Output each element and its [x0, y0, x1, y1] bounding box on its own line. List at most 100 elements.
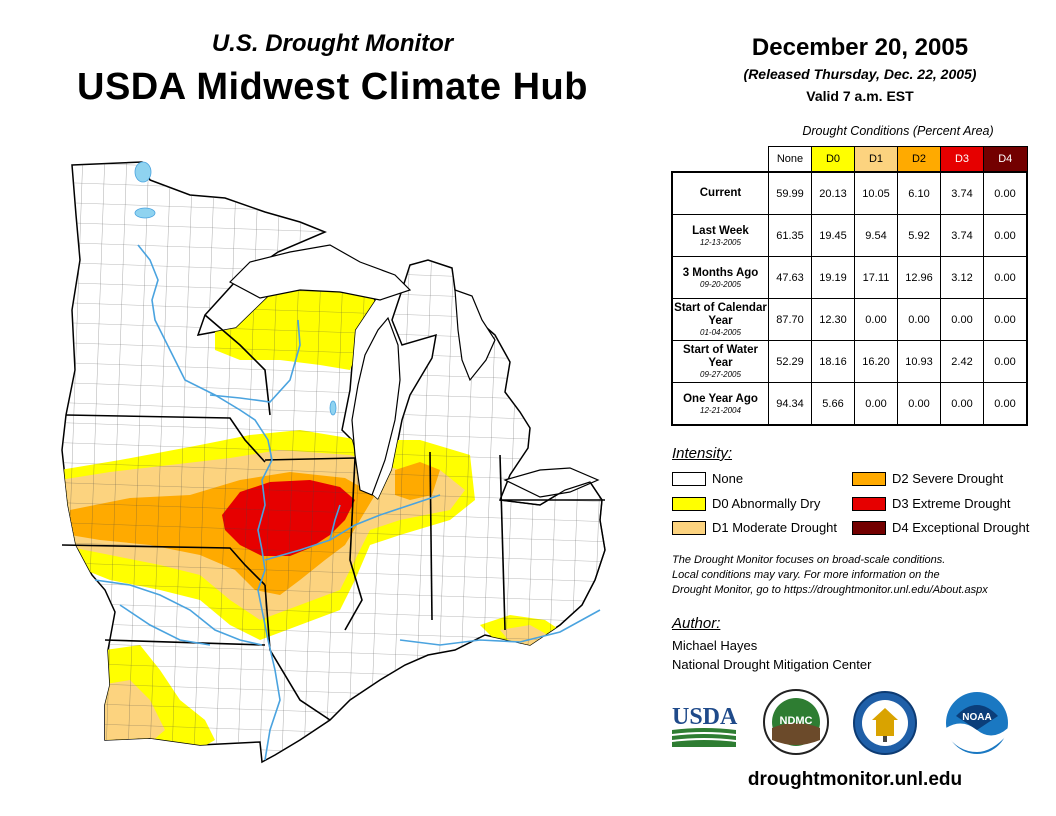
legend-swatch-none	[672, 471, 706, 486]
cell-d4: 0.00	[983, 298, 1028, 341]
cell-d0: 19.45	[811, 214, 855, 257]
legend-item-d2: D2 Severe Drought	[852, 471, 1003, 486]
lake-huron	[454, 289, 496, 382]
lake-of-the-woods	[134, 161, 152, 183]
cell-d0: 20.13	[811, 171, 855, 215]
cell-d1: 9.54	[854, 214, 898, 257]
row-label: Start of Water Year 09-27-2005	[671, 340, 769, 383]
legend-label-d0: D0 Abnormally Dry	[712, 496, 821, 511]
cell-none: 61.35	[768, 214, 812, 257]
info-note-line-1: The Drought Monitor focuses on broad-sca…	[672, 554, 946, 566]
map-subtitle: U.S. Drought Monitor	[211, 30, 454, 57]
cell-d1: 16.20	[854, 340, 898, 383]
row-date: 12-21-2004	[700, 405, 741, 415]
table-row: Start of Water Year 09-27-2005 52.29 18.16 1…	[671, 340, 1028, 383]
red-lake	[134, 207, 156, 219]
website-link[interactable]: droughtmonitor.unl.edu	[747, 769, 963, 790]
legend-item-d4: D4 Exceptional Drought	[852, 520, 1029, 535]
ndmc-logo: NDMC	[763, 689, 829, 755]
cell-d1: 17.11	[854, 256, 898, 299]
row-label-text: Current	[699, 187, 742, 199]
cell-d3: 2.42	[940, 340, 984, 383]
state-boundaries	[61, 314, 605, 721]
row-label: Start of Calendar Year 01-04-2005	[671, 298, 769, 341]
cell-none: 59.99	[768, 171, 812, 215]
legend-swatch-d2	[852, 471, 886, 486]
legend-label-d2: D2 Severe Drought	[892, 471, 1004, 486]
legend-swatch-d1	[672, 520, 706, 535]
cell-d2: 12.96	[897, 256, 941, 299]
author-name: Michael Hayes	[672, 638, 758, 653]
cell-d4: 0.00	[983, 340, 1028, 383]
cell-d3: 0.00	[940, 382, 984, 426]
col-header-d0: D0	[811, 146, 855, 173]
author-title: Author:	[672, 615, 721, 632]
legend-swatch-d0	[672, 496, 706, 511]
noaa-logo: NOAA	[946, 692, 1008, 754]
row-label: Last Week 12-13-2005	[671, 214, 769, 257]
cell-d1: 10.05	[854, 171, 898, 215]
row-label-text: Start of Calendar Year	[674, 302, 767, 327]
legend-item-d3: D3 Extreme Drought	[852, 496, 1011, 511]
col-header-d1: D1	[854, 146, 898, 173]
cell-d1: 0.00	[854, 298, 898, 341]
header-blank	[672, 147, 769, 173]
cell-d2: 0.00	[897, 298, 941, 341]
legend-label-d3: D3 Extreme Drought	[892, 496, 1011, 511]
cell-d3: 0.00	[940, 298, 984, 341]
row-label-text: 3 Months Ago	[682, 266, 759, 279]
cell-d3: 3.74	[940, 214, 984, 257]
noaa-logo-text: NOAA	[962, 712, 991, 723]
table-row: Start of Calendar Year 01-04-2005 87.70 12.…	[671, 298, 1028, 341]
legend-label-d1: D1 Moderate Drought	[712, 520, 838, 535]
row-label: One Year Ago 12-21-2004	[671, 382, 769, 426]
info-note-line-3[interactable]: Drought Monitor, go to https://droughtmo…	[672, 584, 988, 596]
legend-swatch-d4	[852, 520, 886, 535]
cell-d4: 0.00	[983, 214, 1028, 257]
cell-d4: 0.00	[983, 256, 1028, 299]
cell-d0: 5.66	[811, 382, 855, 426]
cell-d3: 3.74	[940, 171, 984, 215]
lake-erie	[503, 467, 600, 498]
info-note: The Drought Monitor focuses on broad-sca…	[672, 553, 1052, 598]
col-header-d2: D2	[897, 146, 941, 173]
table-caption: Drought Conditions (Percent Area)	[802, 124, 994, 138]
row-label: Current	[671, 171, 769, 215]
cell-d0: 12.30	[811, 298, 855, 341]
usda-logo: USDA	[672, 704, 738, 747]
cell-d4: 0.00	[983, 171, 1028, 215]
cell-d3: 3.12	[940, 256, 984, 299]
row-date: 01-04-2005	[700, 328, 741, 337]
row-label-text: Start of Water Year	[683, 344, 758, 369]
cell-none: 94.34	[768, 382, 812, 426]
drought-conditions-table: None D0 D1 D2 D3 D4 Current 59.99 20.13 10.…	[671, 146, 1028, 426]
table-row: One Year Ago 12-21-2004 94.34 5.66 0.00 0.00 0…	[671, 382, 1028, 426]
report-date: December 20, 2005	[751, 34, 969, 61]
cell-d2: 0.00	[897, 382, 941, 426]
valid-time: Valid 7 a.m. EST	[806, 88, 914, 104]
lake-winnebago	[329, 400, 337, 416]
col-header-d4: D4	[983, 146, 1028, 173]
legend-item-d1: D1 Moderate Drought	[672, 520, 837, 535]
ohio-region-outline	[499, 481, 606, 626]
rivers	[94, 244, 601, 761]
legend-label-d4: D4 Exceptional Drought	[892, 520, 1030, 535]
row-date: 09-20-2005	[700, 279, 741, 289]
cell-d0: 18.16	[811, 340, 855, 383]
drought-map	[61, 161, 606, 764]
cell-d2: 10.93	[897, 340, 941, 383]
cell-none: 52.29	[768, 340, 812, 383]
table-row: Current 59.99 20.13 10.05 6.10 3.74 0.00	[671, 171, 1028, 215]
commerce-seal-logo	[853, 691, 917, 755]
lake-michigan	[351, 316, 401, 496]
col-header-d3: D3	[940, 146, 984, 173]
ndmc-logo-text: NDMC	[780, 715, 813, 727]
lake-superior	[229, 244, 412, 301]
cell-d2: 5.92	[897, 214, 941, 257]
info-note-line-2: Local conditions may vary. For more info…	[672, 569, 940, 581]
release-date: (Released Thursday, Dec. 22, 2005)	[743, 66, 977, 82]
legend-title: Intensity:	[672, 445, 733, 462]
row-date: 09-27-2005	[700, 370, 741, 379]
row-label: 3 Months Ago 09-20-2005	[671, 256, 769, 299]
map-title: USDA Midwest Climate Hub	[77, 66, 588, 108]
